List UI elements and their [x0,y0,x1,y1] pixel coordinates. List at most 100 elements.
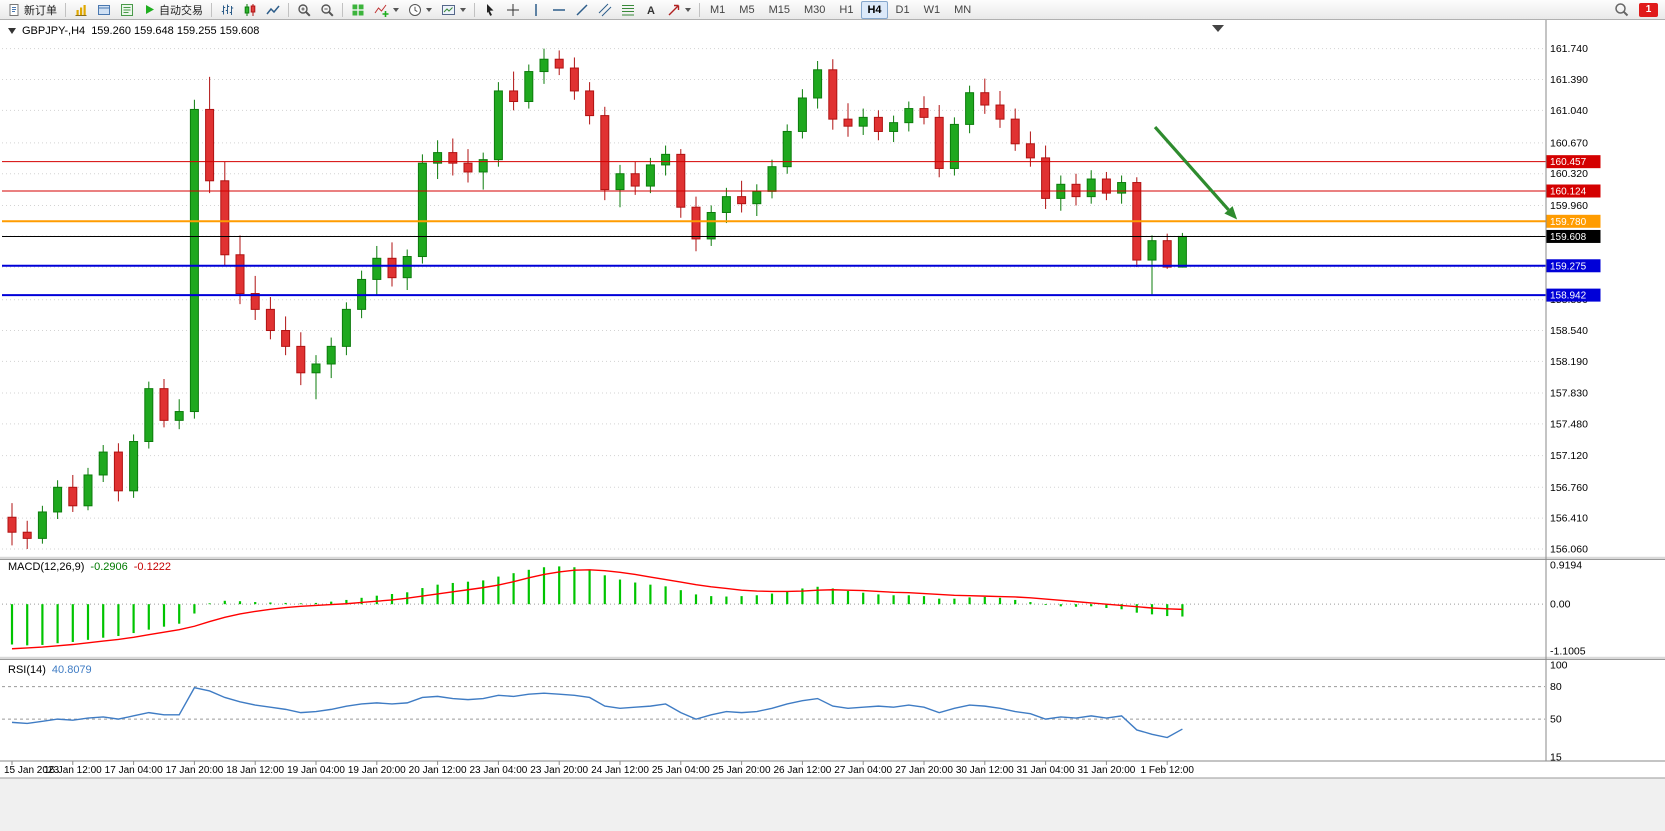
price-tag-label: 159.275 [1550,261,1587,272]
candle-body [539,58,549,73]
candle [585,82,595,125]
market-watch-button[interactable] [116,0,138,20]
candle [463,149,473,183]
timeframe-D1-button[interactable]: D1 [895,3,910,16]
time-tick-label: 30 Jan 12:00 [956,765,1014,776]
channel-tool-button[interactable] [594,0,616,20]
vertical-line-tool-button[interactable] [525,0,547,20]
bar-chart-mode-button[interactable] [216,0,238,20]
periods-button[interactable] [404,0,436,20]
candle-body [691,206,701,240]
trendline-tool-button[interactable] [571,0,593,20]
panel-splitter[interactable] [0,656,1665,660]
candle-body [83,474,93,507]
candle-body [98,451,108,476]
candle [250,275,260,320]
chart-shift-marker-icon[interactable] [1212,25,1224,32]
timeframe-W1-button[interactable]: W1 [923,3,941,16]
price-tag-159.275 [1546,259,1601,273]
fibonacci-tool-button[interactable] [617,0,639,20]
candle [1071,173,1081,206]
price-tag-label: 160.124 [1550,186,1587,197]
candle-body [767,166,777,192]
candle-body [797,97,807,132]
candle-body [615,173,625,191]
profiles-button[interactable] [93,0,115,20]
status-bar [0,778,1665,831]
candle [372,245,382,296]
crosshair-tool-button[interactable] [502,0,524,20]
new-order-label: 新订单 [24,4,57,17]
price-tick-label: 161.390 [1550,74,1588,86]
candle [205,76,215,194]
macd-tick-label: 0.9194 [1550,560,1582,572]
candle [22,520,32,549]
candle [1162,233,1172,269]
candle [797,89,807,139]
price-chart-area[interactable] [0,20,1545,556]
cursor-tool-button[interactable] [479,0,501,20]
candle-body [281,330,291,347]
chevron-down-icon [460,7,466,12]
price-tag-159.608 [1546,229,1601,243]
zoom-in-button[interactable] [293,0,315,20]
timeframe-M15-button[interactable]: M15 [768,3,790,16]
text-tool-button[interactable]: A [640,0,662,20]
candle [296,332,306,386]
candle-body [949,123,959,169]
candle [828,59,838,130]
arrow-head [1224,206,1238,220]
search-button[interactable] [1610,0,1633,20]
new-chart-button[interactable] [70,0,92,20]
fibonacci-icon [622,4,634,15]
timeframe-M30-button[interactable]: M30 [803,3,826,16]
horizontal-line-tool-button[interactable] [548,0,570,20]
candle-body [752,190,762,205]
price-tick-label: 161.740 [1550,43,1588,55]
line-chart-mode-button[interactable] [262,0,284,20]
candle-body [205,108,215,182]
candle-body [554,58,564,69]
candle-body [113,451,123,492]
timeframe-H1-button[interactable]: H1 [839,3,854,16]
time-tick-label: 23 Jan 04:00 [469,765,527,776]
panel-splitter[interactable] [0,556,1665,560]
notification-badge[interactable]: 1 [1639,2,1658,17]
chart-canvas[interactable]: 161.740 161.390 161.040 160.670 160.320 159.9… [0,20,1665,831]
toolbar-separator [288,2,289,17]
candle-body [873,116,883,132]
candle-body [265,308,275,332]
quote-panel-toggle-icon[interactable] [8,28,16,34]
price-tag-label: 158.942 [1550,291,1587,302]
zoom-out-icon [321,3,334,17]
toolbar: 新订单 自动交易 A M1 M5 M15 M30 H1 H4 D1 W1 MN 1 [0,0,1665,20]
candlestick-mode-button[interactable] [239,0,261,20]
timeframe-MN-button[interactable]: MN [954,3,972,16]
chart-window[interactable]: 161.740 161.390 161.040 160.670 160.320 159.9… [0,20,1665,831]
timeframe-H4-button[interactable]: H4 [861,0,888,19]
candle-body [980,92,990,106]
tile-windows-button[interactable] [347,0,369,20]
time-tick-label: 25 Jan 04:00 [652,765,710,776]
indicators-button[interactable] [370,0,403,20]
arrows-tool-button[interactable] [663,0,695,20]
toolbar-separator [65,2,66,17]
timeframe-M1-button[interactable]: M1 [710,3,726,16]
new-order-button[interactable]: 新订单 [3,0,61,20]
candle-body [1071,183,1081,198]
candle-body [235,254,245,295]
zoom-out-button[interactable] [316,0,338,20]
candle-body [600,115,610,191]
candle-body [296,345,306,374]
auto-trading-button[interactable]: 自动交易 [139,0,207,20]
trend-arrow-annotation[interactable] [1153,125,1238,220]
timeframe-M5-button[interactable]: M5 [739,3,755,16]
candle-body [569,67,579,92]
macd-signal-line [11,569,1183,650]
rsi-tick-label: 80 [1550,681,1562,693]
toolbar-right-group: 1 [1610,0,1662,20]
candle [858,108,868,135]
templates-button[interactable] [437,0,470,20]
candle [53,480,63,520]
svg-text:A: A [647,5,655,17]
